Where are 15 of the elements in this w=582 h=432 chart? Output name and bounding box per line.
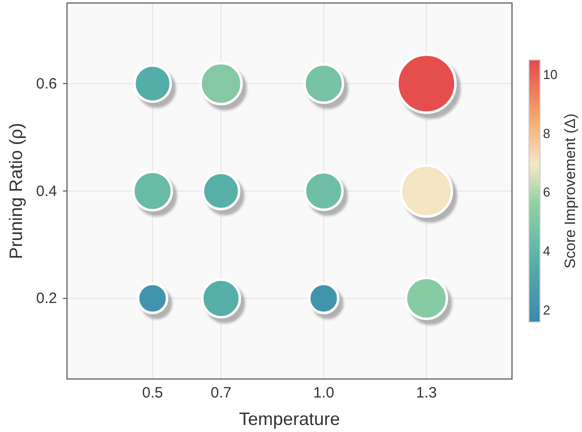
y-tick-label: 0.4 [36, 182, 57, 200]
x-tick-label: 0.5 [142, 384, 164, 402]
x-tick-label: 0.7 [210, 384, 232, 402]
color-bar-label: 8 [543, 126, 550, 141]
color-bar-label: 4 [543, 244, 550, 259]
color-bar-label: 6 [543, 184, 550, 200]
y-tick-label: 0.2 [36, 290, 57, 308]
color-bar-label: 2 [543, 302, 550, 318]
x-axis-title: Temperature [238, 409, 340, 429]
x-tick-label: 1.0 [313, 384, 334, 402]
color-bar-label: 10 [543, 66, 558, 82]
y-tick-label: 0.6 [36, 75, 57, 92]
y-axis-title: Pruning Ratio (ρ) [6, 122, 26, 260]
x-tick-label: 1.3 [416, 384, 437, 402]
color-bar-title: Score Improvement (Δ) [562, 113, 579, 269]
